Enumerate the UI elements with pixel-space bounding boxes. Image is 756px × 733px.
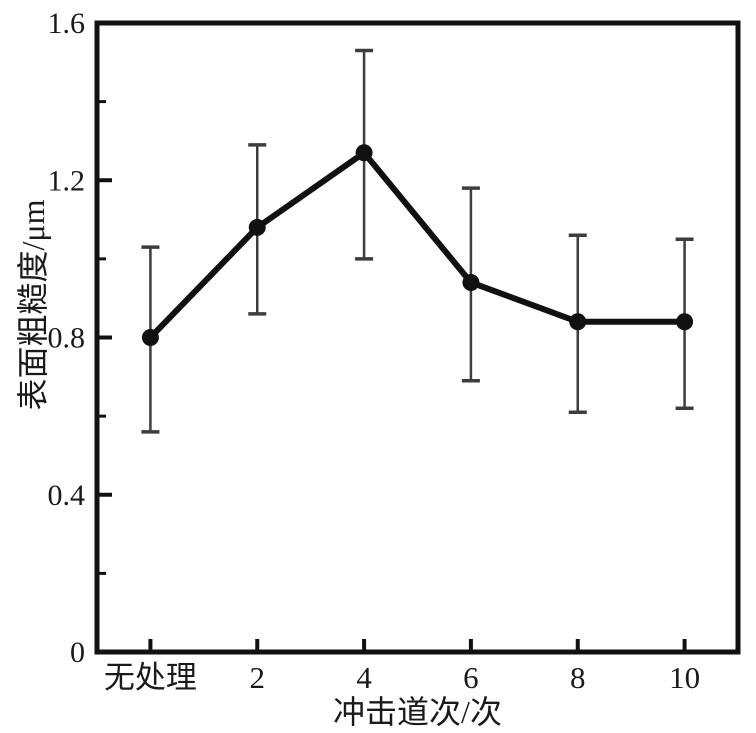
data-point [248,218,266,236]
x-axis-title: 冲击道次/次 [333,694,502,730]
data-point [355,144,373,162]
data-point [462,273,480,291]
plot-frame [94,20,741,655]
data-point [141,329,159,346]
x-tick-label: 无处理 [104,660,197,695]
data-point [676,313,694,331]
x-tick-label: 10 [669,660,700,695]
x-tick-label: 6 [463,660,479,695]
y-tick-label: 1.6 [48,7,86,40]
data-point [569,313,587,331]
x-tick-label: 4 [356,660,372,695]
y-tick-label: 1.2 [48,164,86,197]
y-tick-label: 0 [70,636,85,669]
y-axis-title: 表面粗糙度/μm [15,199,51,411]
y-tick-label: 0.4 [48,479,86,512]
y-tick-label: 0.8 [48,322,86,355]
x-tick-label: 8 [570,660,586,695]
data-line [147,149,688,341]
x-tick-label: 2 [250,660,266,695]
